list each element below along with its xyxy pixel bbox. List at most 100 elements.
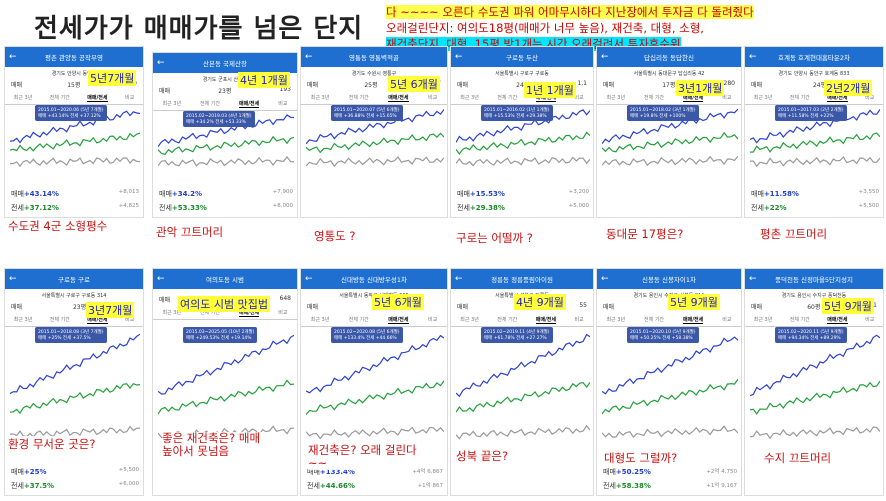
back-arrow-icon[interactable]: ← bbox=[157, 274, 165, 284]
tab-1[interactable]: 전체 기간 bbox=[497, 95, 518, 101]
tab-3[interactable]: 비교 bbox=[722, 317, 732, 323]
tab-0[interactable]: 최근 3년 bbox=[13, 317, 33, 323]
tab-3[interactable]: 비교 bbox=[574, 317, 584, 323]
tab-1[interactable]: 전체 기간 bbox=[200, 310, 221, 316]
tab-0[interactable]: 최근 3년 bbox=[606, 317, 626, 323]
tab-0[interactable]: 최근 3년 bbox=[460, 95, 479, 101]
period-tooltip: 2015.01~2020.10 (5년 9개월) 매매 +50.25% 전세 +5… bbox=[627, 327, 699, 343]
area-selector[interactable]: 15평 bbox=[67, 82, 81, 89]
tab-3[interactable]: 비교 bbox=[574, 95, 584, 101]
card-header: ← 구로동 구로 bbox=[5, 269, 143, 289]
back-arrow-icon[interactable]: ← bbox=[305, 52, 313, 62]
tab-2[interactable]: 매매/전세 bbox=[388, 95, 409, 102]
ratio-line bbox=[456, 424, 590, 440]
sale-label: 매매 bbox=[751, 304, 763, 311]
tooltip-period: 2015.01~2016.02 (1년 1개월) bbox=[484, 108, 550, 113]
tab-0[interactable]: 최근 3년 bbox=[162, 101, 182, 107]
tab-3[interactable]: 비교 bbox=[865, 95, 875, 101]
listing-count[interactable]: 55 bbox=[579, 302, 587, 309]
tab-3[interactable]: 비교 bbox=[865, 317, 875, 323]
area-selector[interactable]: 60평 bbox=[807, 304, 821, 311]
rent-change: 전세+58.38% +1억 9,167 bbox=[603, 481, 737, 491]
tab-0[interactable]: 최근 3년 bbox=[310, 95, 330, 101]
tab-2[interactable]: 매매/전세 bbox=[827, 95, 848, 102]
card-controls: 매매 24평 bbox=[745, 77, 883, 92]
area-selector[interactable]: 25평 bbox=[364, 82, 378, 89]
area-selector[interactable]: 23평 bbox=[218, 88, 232, 95]
tab-1[interactable]: 전체 기간 bbox=[789, 317, 810, 323]
tab-2[interactable]: 매매/전세 bbox=[827, 317, 848, 324]
tab-0[interactable]: 최근 3년 bbox=[753, 95, 773, 101]
tab-0[interactable]: 최근 3년 bbox=[753, 317, 773, 323]
tab-3[interactable]: 비교 bbox=[722, 95, 732, 101]
listing-count[interactable]: 193 bbox=[279, 86, 291, 93]
rent-price-line bbox=[456, 381, 590, 413]
period-badge: 5년 6개월 bbox=[372, 294, 424, 310]
area-selector[interactable]: 24평 bbox=[516, 82, 530, 89]
period-tooltip: 2015.02~2020.08 (5년 6개월) 매매 +133.4% 전세 +4… bbox=[331, 327, 403, 343]
sale-change-amount: +3,200 bbox=[568, 189, 589, 195]
back-arrow-icon[interactable]: ← bbox=[9, 274, 17, 284]
tab-3[interactable]: 비교 bbox=[278, 101, 288, 107]
sale-price-line bbox=[10, 110, 140, 144]
back-arrow-icon[interactable]: ← bbox=[749, 52, 757, 62]
complex-name: 호계동 호계현대홈타운2차 bbox=[778, 54, 850, 62]
back-arrow-icon[interactable]: ← bbox=[455, 52, 463, 62]
rent-change-value: +29.38% bbox=[469, 204, 505, 212]
card-controls: 매매 17평 280 bbox=[597, 77, 741, 92]
tab-2[interactable]: 매매/전세 bbox=[239, 310, 260, 317]
tab-2[interactable]: 매매/전세 bbox=[87, 95, 108, 102]
back-arrow-icon[interactable]: ← bbox=[601, 274, 609, 284]
tab-1[interactable]: 전체 기간 bbox=[348, 95, 369, 101]
back-arrow-icon[interactable]: ← bbox=[601, 52, 609, 62]
rent-price-line bbox=[10, 132, 140, 152]
tab-2[interactable]: 매매/전세 bbox=[535, 95, 557, 102]
card-header: ← 구로동 두산 bbox=[451, 47, 593, 67]
tab-1[interactable]: 전체 기간 bbox=[497, 317, 518, 323]
tab-2[interactable]: 매매/전세 bbox=[239, 101, 260, 108]
tooltip-change: 매매 +61.78% 전세 +27.27% bbox=[484, 336, 547, 341]
tab-1[interactable]: 전체 기간 bbox=[644, 317, 665, 323]
rent-change-amount: +5,000 bbox=[568, 203, 589, 209]
tab-3[interactable]: 비교 bbox=[428, 95, 438, 101]
tab-3[interactable]: 비교 bbox=[428, 317, 438, 323]
tab-3[interactable]: 비교 bbox=[125, 317, 135, 323]
tab-2[interactable]: 매매/전세 bbox=[388, 317, 409, 324]
tab-3[interactable]: 비교 bbox=[278, 310, 288, 316]
period-tabs: 최근 3년 전체 기간 매매/전세 비교 bbox=[153, 307, 297, 320]
tab-1[interactable]: 전체 기간 bbox=[348, 317, 369, 323]
complex-name: 구로동 구로 bbox=[58, 276, 90, 284]
back-arrow-icon[interactable]: ← bbox=[157, 58, 165, 68]
tab-0[interactable]: 최근 3년 bbox=[310, 317, 330, 323]
back-arrow-icon[interactable]: ← bbox=[9, 52, 17, 62]
tab-1[interactable]: 전체 기간 bbox=[644, 95, 665, 101]
area-selector[interactable]: 24평 bbox=[812, 82, 827, 89]
tab-0[interactable]: 최근 3년 bbox=[606, 95, 626, 101]
rent-change: 전세+37.5% +6,000 bbox=[11, 481, 139, 491]
listing-count[interactable]: 648 bbox=[279, 295, 291, 302]
tab-1[interactable]: 전체 기간 bbox=[789, 95, 810, 101]
tab-0[interactable]: 최근 3년 bbox=[162, 310, 182, 316]
tab-2[interactable]: 매매/전세 bbox=[87, 317, 108, 324]
tab-2[interactable]: 매매/전세 bbox=[683, 317, 704, 324]
handwritten-annotation: 수도권 4군 소형평수 bbox=[8, 218, 108, 234]
listing-count[interactable]: 280 bbox=[723, 80, 735, 87]
tooltip-period: 2015.02~2020.08 (5년 6개월) bbox=[334, 330, 400, 335]
tab-1[interactable]: 전체 기간 bbox=[49, 317, 70, 323]
tab-3[interactable]: 비교 bbox=[125, 95, 135, 101]
area-selector[interactable]: 23평 bbox=[72, 304, 87, 311]
tab-2[interactable]: 매매/전세 bbox=[535, 317, 557, 324]
rent-change-value: +22% bbox=[763, 204, 787, 212]
tab-0[interactable]: 최근 3년 bbox=[13, 95, 33, 101]
tab-0[interactable]: 최근 3년 bbox=[460, 317, 479, 323]
tab-1[interactable]: 전체 기간 bbox=[49, 95, 70, 101]
back-arrow-icon[interactable]: ← bbox=[305, 274, 313, 284]
ratio-line bbox=[10, 157, 140, 168]
tab-2[interactable]: 매매/전세 bbox=[683, 95, 704, 102]
back-arrow-icon[interactable]: ← bbox=[749, 274, 757, 284]
area-selector[interactable]: 17평 bbox=[662, 82, 676, 89]
tab-1[interactable]: 전체 기간 bbox=[200, 101, 221, 107]
listing-count[interactable]: 1,1 bbox=[577, 80, 587, 87]
rent-change: 전세+22% +5,500 bbox=[751, 203, 879, 213]
back-arrow-icon[interactable]: ← bbox=[455, 274, 463, 284]
